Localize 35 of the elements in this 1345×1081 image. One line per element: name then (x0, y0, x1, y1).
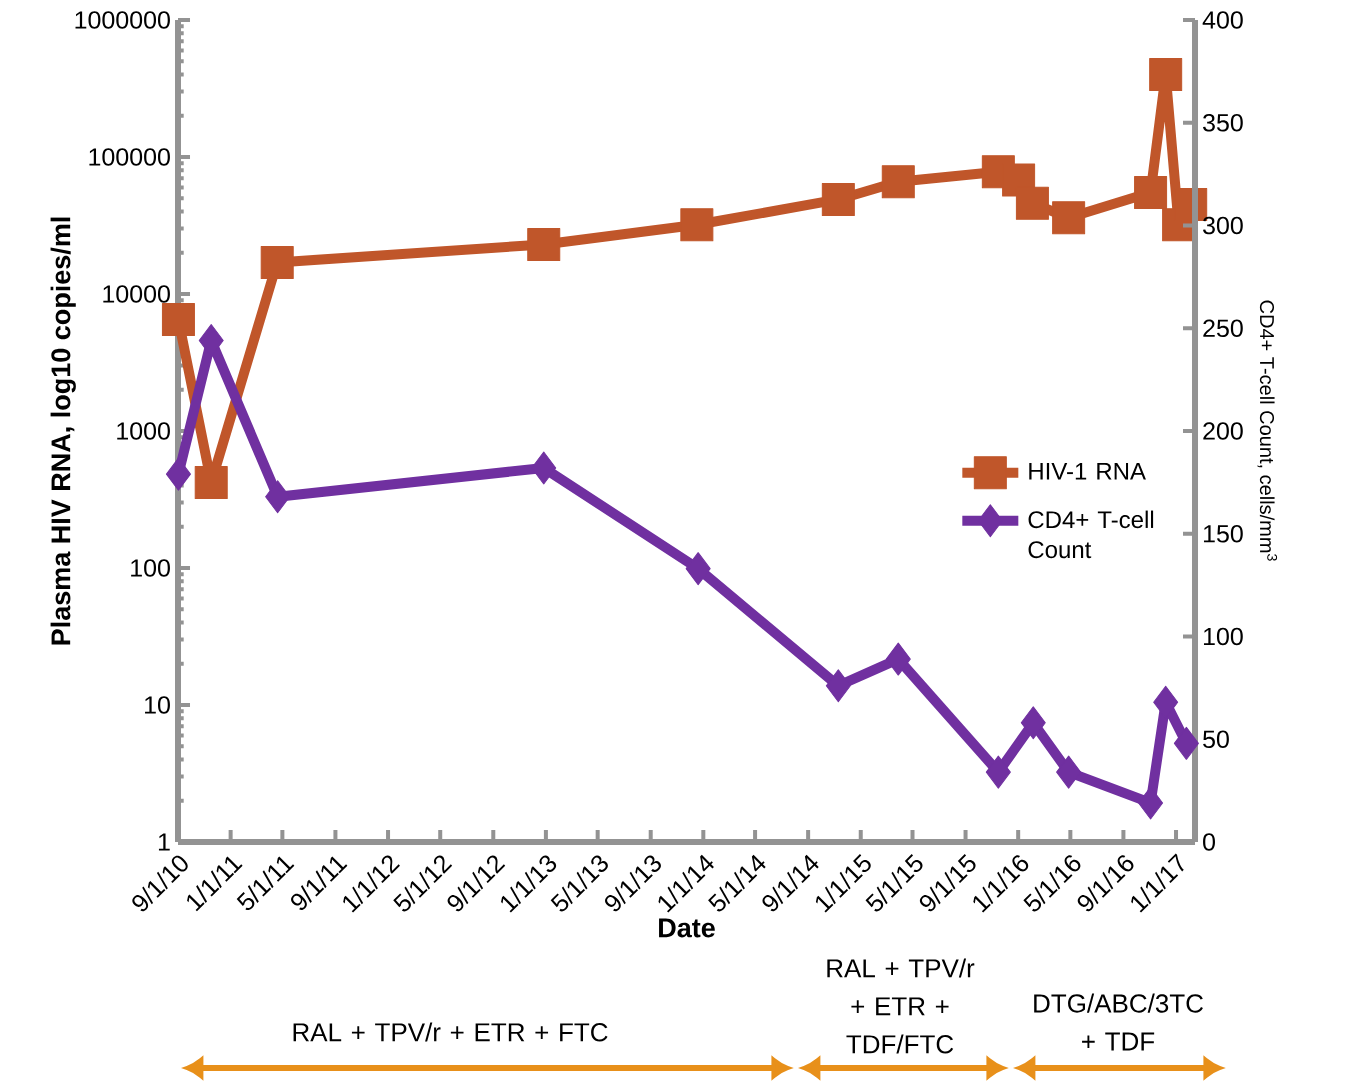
text: RAL + TPV/r + ETR + TDF/FTC (827, 958, 975, 1054)
y-tick-label: 1 (158, 833, 170, 851)
legend-label: CD4+ T-cell Count (1028, 510, 1154, 559)
x-axis-title: Date (659, 918, 715, 938)
point (1149, 58, 1183, 92)
y2-tick-label: 150 (1203, 524, 1243, 543)
y-tick-label: 100000 (89, 148, 170, 166)
y2-tick-label: 100 (1203, 627, 1243, 646)
y2-tick-label: 250 (1203, 319, 1243, 338)
y2-tick-label: 50 (1203, 730, 1229, 749)
text: DTG/ABC/3TC + TDF (1034, 993, 1203, 1051)
legend-label: HIV-1 RNA (1029, 463, 1146, 480)
point (194, 466, 228, 500)
point (527, 227, 561, 261)
y2-tick-label: 350 (1203, 113, 1243, 132)
point (821, 182, 855, 216)
y-tick-label: 10 (145, 696, 170, 714)
point (680, 208, 714, 242)
text: RAL + TPV/r + ETR + FTC (293, 1022, 608, 1042)
point (1134, 176, 1168, 210)
point (1015, 186, 1049, 220)
y-tick-label: 1000 (117, 422, 170, 440)
y2-axis-title: CD4+ T-cell Count, cells/mm$^{3}$ (1257, 300, 1278, 561)
y2-tick-label: 0 (1203, 833, 1215, 851)
point (881, 165, 915, 199)
y2-tick-label: 300 (1203, 216, 1243, 235)
point (260, 245, 294, 279)
y2-tick-label: 400 (1202, 11, 1243, 29)
point (1052, 201, 1086, 235)
y-tick-label: 100 (131, 559, 170, 577)
y-axis-title: Plasma HIV RNA, log10 copies/ml (50, 217, 76, 645)
y-tick-label: 1000000 (75, 11, 170, 29)
y2-tick-label: 200 (1203, 422, 1243, 440)
y-tick-label: 10000 (103, 285, 170, 303)
point (161, 303, 195, 337)
